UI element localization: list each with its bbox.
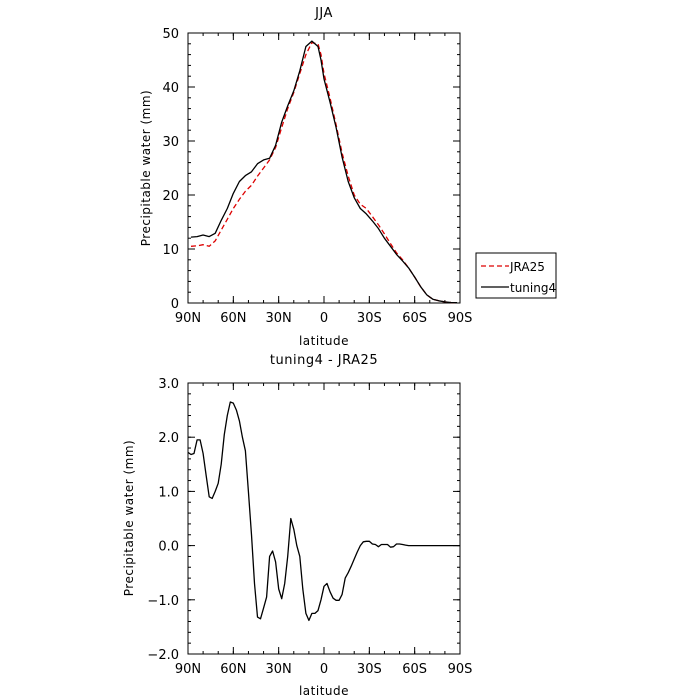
legend: JRA25 tuning4 — [475, 252, 557, 299]
plot-frame — [187, 382, 461, 655]
y-tick-label: −2.0 — [147, 648, 179, 663]
legend-label-tuning4: tuning4 — [510, 281, 556, 295]
series-line-difference — [187, 401, 460, 622]
chart-top-jja: JJA 90N 60N 30N 0 30S 60S 90S 0 10 20 30 40 50 latit… — [139, 6, 557, 348]
y-tick-label: 40 — [162, 81, 179, 96]
x-tick-label: 0 — [320, 311, 328, 326]
series-lines — [187, 401, 460, 622]
y-tick-label: 10 — [162, 243, 179, 258]
y-tick-label: 30 — [162, 135, 179, 150]
y-axis-label: Precipitable water (mm) — [139, 90, 153, 246]
series-line-tuning4 — [190, 40, 458, 304]
chart-bottom-difference: tuning4 - JRA25 90N 60N 30N 0 30S 60S 90S −2.0 −… — [122, 353, 472, 698]
x-tick-label: 90N — [175, 311, 201, 326]
legend-label-jra25: JRA25 — [509, 260, 545, 274]
x-axis-label: latitude — [299, 334, 349, 348]
x-tick-label: 90S — [448, 311, 473, 326]
x-tick-label: 90N — [175, 662, 201, 677]
y-tick-label: −1.0 — [147, 594, 179, 609]
series-line-jra25 — [190, 42, 458, 304]
axis-ticks: 90N 60N 30N 0 30S 60S 90S 0 10 20 30 40 50 — [162, 27, 472, 326]
y-tick-label: 3.0 — [158, 377, 179, 392]
y-tick-label: 0 — [171, 297, 179, 312]
axis-ticks: 90N 60N 30N 0 30S 60S 90S −2.0 −1.0 0.0 1.0 2.0 3.0 — [147, 377, 472, 677]
legend-box — [475, 252, 557, 299]
x-tick-label: 30N — [266, 662, 292, 677]
x-tick-label: 60S — [402, 311, 427, 326]
x-axis-label: latitude — [299, 684, 349, 698]
x-tick-label: 0 — [320, 662, 328, 677]
x-tick-label: 60S — [402, 662, 427, 677]
y-tick-label: 20 — [162, 189, 179, 204]
x-tick-label: 90S — [448, 662, 473, 677]
x-tick-label: 30N — [266, 311, 292, 326]
chart-title: tuning4 - JRA25 — [270, 353, 378, 368]
y-tick-label: 50 — [162, 27, 179, 42]
y-axis-label: Precipitable water (mm) — [122, 440, 136, 596]
x-tick-label: 30S — [357, 662, 382, 677]
y-tick-label: 0.0 — [158, 540, 179, 555]
series-lines — [190, 40, 458, 304]
plot-frame — [187, 32, 461, 304]
x-tick-label: 60N — [220, 311, 246, 326]
y-tick-label: 1.0 — [158, 485, 179, 500]
chart-title: JJA — [314, 6, 333, 21]
y-tick-label: 2.0 — [158, 431, 179, 446]
x-tick-label: 60N — [220, 662, 246, 677]
x-tick-label: 30S — [357, 311, 382, 326]
